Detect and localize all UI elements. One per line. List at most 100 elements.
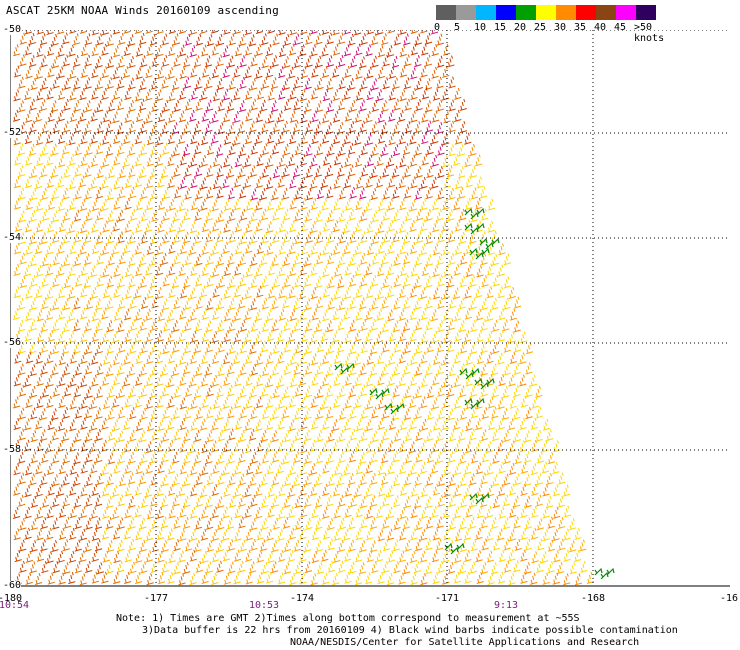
wind-barb xyxy=(156,67,165,80)
wind-barb xyxy=(322,527,331,540)
wind-barb xyxy=(513,296,522,309)
wind-barb xyxy=(223,419,231,432)
wind-barb xyxy=(399,483,407,496)
wind-barb xyxy=(24,176,33,189)
wind-barb xyxy=(172,340,180,353)
wind-barb xyxy=(13,417,21,431)
wind-barb xyxy=(205,340,213,353)
wind-barb xyxy=(36,374,44,387)
wind-barb xyxy=(161,54,169,67)
wind-barb xyxy=(178,264,186,277)
wind-barb xyxy=(311,65,319,78)
wind-barb xyxy=(476,330,484,343)
wind-barb xyxy=(113,197,121,210)
wind-barb xyxy=(259,188,268,201)
wind-barb xyxy=(487,243,495,256)
wind-barb xyxy=(267,485,275,498)
wind-barb xyxy=(40,340,49,353)
wind-barb xyxy=(337,164,345,178)
wind-barb xyxy=(321,44,329,57)
wind-barb xyxy=(542,506,550,519)
wind-barb xyxy=(41,254,49,267)
wind-barb xyxy=(183,429,191,442)
wind-barb xyxy=(167,351,176,364)
wind-barb xyxy=(404,121,413,134)
wind-barb xyxy=(299,308,307,321)
wind-barb xyxy=(201,65,210,78)
wind-barb xyxy=(344,154,352,167)
wind-barb xyxy=(391,408,400,421)
wind-barb xyxy=(117,76,125,89)
latitude-tick-label: -54 xyxy=(3,232,22,243)
wind-barb xyxy=(162,99,170,112)
wind-barb xyxy=(283,495,291,508)
wind-barb xyxy=(135,462,143,475)
wind-barb xyxy=(129,429,137,442)
wind-barb xyxy=(74,517,82,530)
wind-barb xyxy=(404,451,412,464)
wind-barb xyxy=(337,276,345,289)
wind-barb xyxy=(117,55,125,68)
wind-barb xyxy=(145,111,153,124)
wind-barb xyxy=(289,220,297,233)
wind-barb xyxy=(277,132,285,145)
wind-barb xyxy=(80,44,89,57)
wind-barb xyxy=(414,407,422,420)
wind-barb xyxy=(255,374,263,387)
wind-barb xyxy=(377,484,386,497)
wind-barb xyxy=(261,275,269,288)
wind-barb xyxy=(371,143,379,157)
wind-barb xyxy=(289,573,297,586)
wind-barb xyxy=(80,396,88,409)
wind-barb xyxy=(105,120,114,133)
wind-barb xyxy=(261,143,270,156)
wind-barb xyxy=(376,352,385,365)
wind-barb xyxy=(52,495,60,508)
wind-barb xyxy=(414,33,422,46)
wind-barb xyxy=(354,30,362,36)
wind-barb xyxy=(442,353,450,366)
wind-barb xyxy=(370,318,378,331)
wind-barb xyxy=(85,297,94,310)
wind-barb xyxy=(326,78,334,91)
wind-barb xyxy=(386,285,395,298)
wind-barb xyxy=(96,232,104,245)
wind-barb xyxy=(69,527,77,540)
wind-barb xyxy=(398,286,407,299)
wind-barb xyxy=(333,550,341,563)
wind-barb xyxy=(250,98,258,111)
wind-barb xyxy=(68,177,77,190)
wind-barb xyxy=(413,561,422,574)
wind-barb xyxy=(289,132,297,145)
legend-swatch xyxy=(576,5,596,20)
wind-barb xyxy=(442,65,450,78)
wind-barb xyxy=(404,98,412,111)
wind-barb xyxy=(113,285,121,298)
wind-barb xyxy=(310,287,318,300)
wind-barb xyxy=(393,340,401,353)
wind-barb xyxy=(51,231,60,244)
wind-barb xyxy=(239,100,247,113)
wind-barb xyxy=(420,30,428,34)
wind-barb xyxy=(90,352,99,365)
wind-barb xyxy=(200,44,209,57)
wind-barb xyxy=(18,341,26,354)
wind-barb xyxy=(305,165,313,178)
wind-barb xyxy=(359,209,368,222)
wind-barb xyxy=(327,210,335,223)
wind-barb xyxy=(315,32,323,45)
wind-barb xyxy=(139,143,148,156)
wind-barb xyxy=(244,441,253,454)
wind-barb xyxy=(486,505,494,518)
wind-barb xyxy=(310,44,318,57)
wind-barb xyxy=(135,551,143,564)
wind-barb xyxy=(160,166,169,179)
wind-barb xyxy=(465,374,473,387)
wind-barb xyxy=(18,428,26,441)
wind-barb xyxy=(201,263,209,276)
wind-barb xyxy=(420,176,428,189)
wind-barb xyxy=(393,275,401,288)
wind-barb xyxy=(409,352,418,365)
wind-barb xyxy=(288,419,296,432)
wind-barb xyxy=(399,418,407,431)
